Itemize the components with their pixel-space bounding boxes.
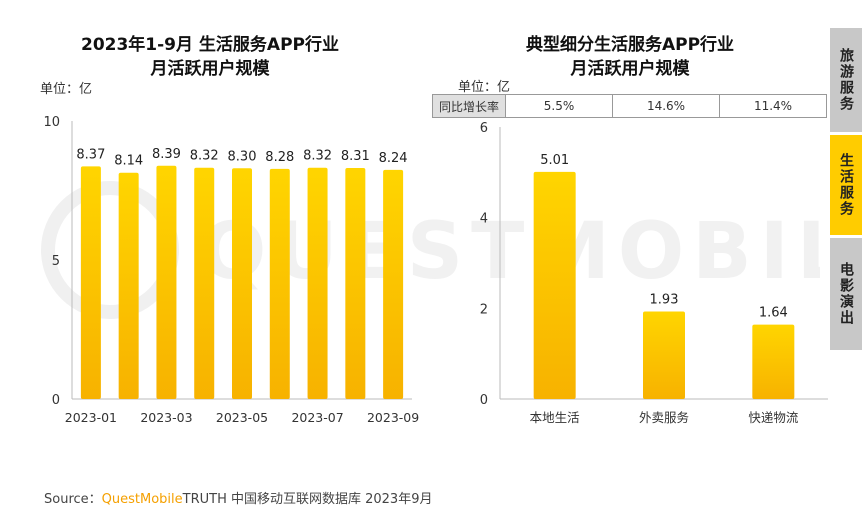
left-unit-label: 单位：亿 bbox=[40, 82, 93, 97]
bar-value-label: 8.39 bbox=[152, 147, 181, 162]
bar bbox=[643, 311, 685, 399]
side-category-tabs: 旅游服务 生活服务 电影演出 bbox=[830, 28, 864, 353]
yoy-header-cell: 同比增长率 bbox=[432, 94, 506, 118]
right-chart-title: 典型细分生活服务APP行业 月活跃用户规模 bbox=[470, 33, 790, 81]
y-tick-label: 4 bbox=[480, 212, 488, 227]
x-tick-label: 2023-09 bbox=[367, 410, 419, 425]
y-tick-label: 5 bbox=[52, 254, 60, 269]
right-title-line-2: 月活跃用户规模 bbox=[570, 59, 690, 79]
left-title-line-1: 2023年1-9月 生活服务APP行业 bbox=[80, 35, 340, 55]
bar bbox=[269, 168, 290, 399]
yoy-value-cell: 14.6% bbox=[612, 94, 720, 118]
yoy-growth-table: 同比增长率 5.5% 14.6% 11.4% bbox=[432, 94, 827, 118]
y-tick-label: 2 bbox=[480, 302, 488, 317]
yoy-value-cell: 5.5% bbox=[505, 94, 613, 118]
bar-value-label: 8.14 bbox=[114, 154, 143, 169]
bar-value-label: 8.32 bbox=[303, 149, 332, 164]
source-brand: QuestMobile bbox=[101, 492, 183, 507]
right-title-line-1: 典型细分生活服务APP行业 bbox=[525, 35, 735, 55]
x-tick-label: 快递物流 bbox=[748, 410, 799, 425]
bar-value-label: 5.01 bbox=[540, 153, 569, 168]
bar bbox=[80, 166, 101, 399]
bar-value-label: 8.37 bbox=[76, 147, 105, 162]
left-chart-title: 2023年1-9月 生活服务APP行业 月活跃用户规模 bbox=[40, 33, 380, 81]
bar-value-label: 8.28 bbox=[265, 150, 294, 165]
bar bbox=[307, 167, 328, 399]
y-tick-label: 0 bbox=[52, 393, 60, 408]
bar bbox=[118, 172, 139, 399]
x-tick-label: 本地生活 bbox=[530, 410, 580, 425]
y-tick-label: 10 bbox=[43, 115, 60, 130]
bar bbox=[232, 168, 252, 399]
x-tick-label: 2023-05 bbox=[216, 410, 268, 425]
x-tick-label: 2023-01 bbox=[65, 410, 117, 425]
bar-value-label: 1.93 bbox=[650, 293, 679, 308]
side-tab[interactable]: 生活服务 bbox=[830, 135, 862, 235]
bar bbox=[533, 171, 576, 399]
y-tick-label: 6 bbox=[480, 121, 488, 136]
bar bbox=[752, 324, 795, 399]
left-title-line-2: 月活跃用户规模 bbox=[150, 59, 270, 79]
x-tick-label: 2023-07 bbox=[291, 410, 343, 425]
y-tick-label: 0 bbox=[480, 393, 488, 408]
source-note: Source：QuestMobileTRUTH 中国移动互联网数据库 2023年… bbox=[44, 488, 432, 507]
bar-value-label: 8.31 bbox=[341, 149, 370, 164]
yoy-value-cell: 11.4% bbox=[719, 94, 827, 118]
bar-value-label: 8.24 bbox=[379, 151, 408, 166]
right-unit-label: 单位：亿 bbox=[458, 80, 511, 95]
bar bbox=[156, 165, 177, 399]
bar bbox=[194, 167, 215, 399]
side-tab[interactable]: 旅游服务 bbox=[830, 28, 862, 132]
source-prefix: Source： bbox=[44, 492, 102, 507]
x-tick-label: 2023-03 bbox=[140, 410, 192, 425]
bar bbox=[383, 169, 404, 399]
bar-value-label: 1.64 bbox=[759, 306, 788, 321]
bar-value-label: 8.30 bbox=[228, 149, 257, 164]
side-tab[interactable]: 电影演出 bbox=[830, 238, 862, 350]
bar-value-label: 8.32 bbox=[190, 149, 219, 164]
x-tick-label: 外卖服务 bbox=[639, 410, 689, 425]
bar bbox=[345, 167, 366, 399]
source-rest: TRUTH 中国移动互联网数据库 2023年9月 bbox=[182, 492, 433, 507]
